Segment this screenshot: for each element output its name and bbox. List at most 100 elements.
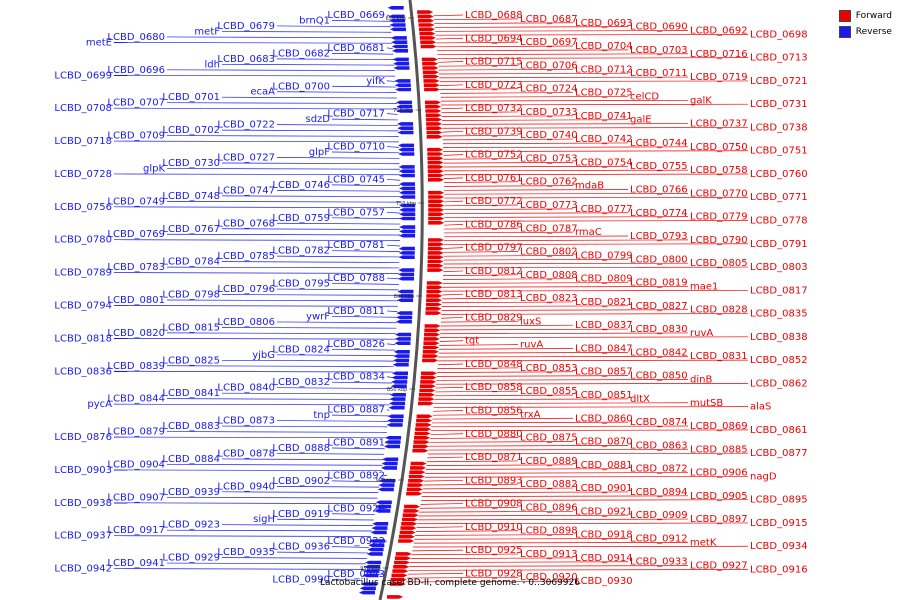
label-connector xyxy=(441,115,574,117)
forward-gene-label: LCBD_0930 xyxy=(575,576,633,587)
label-connector xyxy=(442,293,464,296)
label-connector xyxy=(221,129,399,132)
label-connector xyxy=(113,469,382,472)
forward-gene-arrow xyxy=(412,448,429,453)
label-connector xyxy=(386,409,390,411)
forward-gene-arrow xyxy=(427,268,444,272)
label-connector xyxy=(441,103,749,106)
forward-gene-arrow xyxy=(406,491,423,496)
label-connector xyxy=(276,518,374,521)
label-connector xyxy=(331,283,399,285)
label-connector xyxy=(415,534,574,536)
forward-gene-arrow xyxy=(426,130,443,135)
forward-gene-label: LCBD_0711 xyxy=(630,68,688,79)
label-connector xyxy=(331,250,400,252)
label-connector xyxy=(443,173,749,176)
reverse-gene-label: LCBD_0811 xyxy=(327,306,385,317)
scale-tick-label: 850 kbp xyxy=(387,387,407,393)
reverse-gene-arrow xyxy=(398,251,415,255)
forward-gene-label: ruvA xyxy=(520,340,543,351)
label-connector xyxy=(426,464,574,466)
label-connector xyxy=(442,282,629,284)
reverse-gene-label: LCBD_0887 xyxy=(327,405,385,416)
forward-gene-label: mutSB xyxy=(690,398,723,409)
forward-gene-arrow xyxy=(387,595,404,599)
forward-gene-arrow xyxy=(415,423,432,427)
forward-gene-arrow xyxy=(426,285,443,290)
reverse-gene-arrow xyxy=(397,294,414,298)
reverse-gene-arrow xyxy=(397,126,414,130)
reverse-gene-label: LCBD_0728 xyxy=(54,169,112,180)
label-connector xyxy=(437,53,689,55)
reverse-gene-arrow xyxy=(398,246,415,251)
forward-gene-label: LCBD_0870 xyxy=(575,437,633,448)
label-connector xyxy=(221,195,401,198)
label-connector xyxy=(413,545,749,548)
reverse-gene-label: LCBD_0757 xyxy=(327,207,385,218)
label-connector xyxy=(442,123,689,125)
label-connector xyxy=(443,154,464,156)
label-connector xyxy=(113,370,394,373)
label-connector xyxy=(435,30,689,32)
label-connector xyxy=(221,294,399,296)
forward-gene-arrow xyxy=(427,156,444,161)
forward-gene-label: LCBD_0910 xyxy=(465,522,523,533)
label-connector xyxy=(436,375,629,377)
reverse-gene-arrow xyxy=(393,350,410,354)
reverse-gene-label: LCBD_0824 xyxy=(272,344,330,355)
forward-gene-label: LCBD_0934 xyxy=(750,541,808,552)
forward-gene-label: celCD xyxy=(630,91,659,102)
reverse-gene-label: LCBD_0917 xyxy=(107,525,165,536)
forward-gene-arrow xyxy=(407,483,424,487)
label-connector xyxy=(444,193,689,195)
label-connector xyxy=(424,479,464,482)
reverse-gene-label: LCBD_0939 xyxy=(162,487,220,498)
label-connector xyxy=(386,113,398,115)
label-connector xyxy=(424,476,749,478)
label-connector xyxy=(331,348,395,351)
forward-gene-arrow xyxy=(420,44,437,49)
label-connector xyxy=(444,220,749,222)
reverse-gene-label: brnQ1 xyxy=(299,15,330,26)
forward-gene-label: LCBD_0933 xyxy=(630,557,688,568)
reverse-gene-label: LCBD_0820 xyxy=(107,328,165,339)
label-connector xyxy=(113,338,396,340)
forward-gene-label: LCBD_0848 xyxy=(465,359,523,370)
reverse-gene-arrow xyxy=(392,49,409,53)
label-connector xyxy=(426,460,519,463)
forward-gene-label: LCBD_0838 xyxy=(750,332,808,343)
forward-gene-arrow xyxy=(410,461,427,466)
forward-gene-arrow xyxy=(428,208,445,212)
label-connector xyxy=(113,140,399,143)
reverse-gene-arrow xyxy=(399,225,416,229)
forward-gene-label: mae1 xyxy=(690,281,718,292)
label-connector xyxy=(166,398,391,400)
forward-gene-label: LCBD_0830 xyxy=(630,324,688,335)
label-connector xyxy=(440,88,519,90)
label-connector xyxy=(437,57,749,59)
forward-gene-arrow xyxy=(416,418,433,423)
forward-gene-arrow xyxy=(428,199,445,204)
forward-gene-label: LCBD_0751 xyxy=(750,146,808,157)
forward-gene-arrow xyxy=(427,152,444,156)
forward-gene-arrow xyxy=(421,57,438,62)
forward-gene-label: LCBD_0742 xyxy=(575,134,633,145)
forward-gene-label: LCBD_0893 xyxy=(465,475,523,486)
label-connector xyxy=(386,310,398,313)
reverse-gene-arrow xyxy=(399,182,416,186)
forward-gene-label: LCBD_0692 xyxy=(690,26,748,37)
forward-gene-label: LCBD_0828 xyxy=(690,305,748,316)
label-connector xyxy=(411,553,519,556)
forward-gene-label: LCBD_0852 xyxy=(750,355,808,366)
forward-gene-arrow xyxy=(422,354,439,358)
forward-gene-label: LCBD_0800 xyxy=(630,254,688,265)
reverse-gene-label: LCBD_0815 xyxy=(162,322,220,333)
forward-gene-arrow xyxy=(392,569,409,573)
reverse-gene-label: yjbG xyxy=(252,350,275,361)
forward-gene-label: LCBD_0837 xyxy=(575,320,633,331)
forward-gene-arrow xyxy=(417,10,434,14)
label-connector xyxy=(276,420,389,422)
forward-gene-arrow xyxy=(420,375,437,380)
reverse-gene-arrow xyxy=(394,83,411,87)
